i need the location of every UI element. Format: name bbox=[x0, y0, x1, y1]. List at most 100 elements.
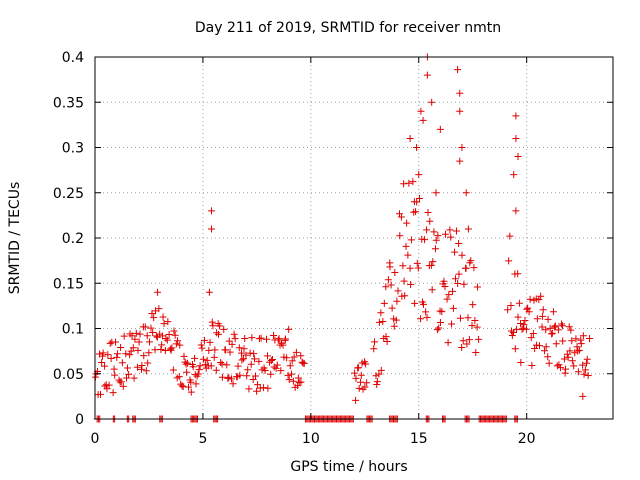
data-point bbox=[117, 343, 125, 351]
x-tick-label: 0 bbox=[91, 431, 100, 447]
data-point bbox=[521, 317, 529, 325]
data-point bbox=[436, 319, 444, 327]
data-point bbox=[545, 359, 553, 367]
y-tick-label: 0.15 bbox=[53, 276, 84, 292]
data-point bbox=[529, 330, 537, 338]
data-point bbox=[191, 354, 199, 362]
data-point bbox=[427, 261, 435, 269]
data-point bbox=[126, 351, 134, 359]
data-point bbox=[539, 306, 547, 314]
data-point bbox=[430, 228, 438, 236]
data-point bbox=[538, 323, 546, 331]
data-point bbox=[417, 315, 425, 323]
data-point bbox=[469, 301, 477, 309]
data-point bbox=[428, 286, 436, 294]
data-point bbox=[268, 355, 276, 363]
data-point bbox=[520, 321, 528, 329]
data-point bbox=[395, 210, 403, 218]
data-point bbox=[357, 371, 365, 379]
data-point bbox=[99, 349, 107, 357]
data-point bbox=[146, 338, 154, 346]
data-point bbox=[113, 353, 121, 361]
data-point bbox=[419, 300, 427, 308]
data-point bbox=[375, 318, 383, 326]
data-point bbox=[371, 338, 379, 346]
data-point bbox=[218, 373, 226, 381]
data-point bbox=[560, 355, 568, 363]
data-point bbox=[390, 322, 398, 330]
data-point bbox=[263, 335, 271, 343]
data-point bbox=[535, 296, 543, 304]
data-point bbox=[451, 248, 459, 256]
data-point bbox=[538, 312, 546, 320]
data-point bbox=[436, 307, 444, 315]
data-point bbox=[533, 315, 541, 323]
data-point bbox=[97, 390, 104, 398]
data-point bbox=[426, 217, 434, 225]
data-point bbox=[288, 370, 296, 378]
data-point bbox=[380, 299, 388, 307]
data-point bbox=[475, 335, 483, 343]
data-point bbox=[264, 352, 272, 360]
data-point bbox=[505, 257, 513, 265]
data-point bbox=[451, 275, 459, 283]
data-point bbox=[527, 334, 535, 342]
data-point bbox=[407, 236, 415, 244]
data-point bbox=[546, 324, 554, 332]
data-point bbox=[464, 225, 472, 233]
data-point bbox=[239, 355, 247, 363]
data-point bbox=[574, 347, 582, 355]
data-point bbox=[122, 374, 130, 382]
data-point bbox=[98, 358, 106, 366]
data-point bbox=[152, 332, 160, 340]
data-point bbox=[404, 251, 412, 259]
data-point bbox=[423, 71, 431, 79]
data-point bbox=[379, 317, 387, 325]
data-point bbox=[282, 335, 290, 343]
data-point bbox=[384, 276, 392, 284]
data-point bbox=[511, 345, 519, 353]
data-point bbox=[554, 326, 562, 334]
data-point bbox=[112, 338, 120, 346]
data-point bbox=[212, 366, 220, 374]
data-point bbox=[432, 189, 440, 197]
data-point bbox=[458, 251, 466, 259]
data-point bbox=[413, 144, 421, 151]
data-point bbox=[400, 180, 408, 188]
data-point bbox=[473, 323, 481, 331]
y-tick-label: 0.4 bbox=[62, 50, 84, 66]
data-point bbox=[179, 383, 187, 391]
data-point bbox=[397, 213, 405, 221]
data-point bbox=[423, 226, 431, 234]
data-point bbox=[406, 264, 414, 272]
data-point bbox=[557, 320, 565, 328]
data-point bbox=[438, 308, 446, 316]
data-point bbox=[182, 360, 190, 368]
data-point bbox=[514, 153, 522, 161]
data-point bbox=[284, 371, 292, 379]
data-point bbox=[111, 371, 119, 379]
data-point bbox=[187, 388, 195, 396]
data-point bbox=[211, 346, 219, 354]
data-point bbox=[555, 361, 563, 369]
data-point bbox=[208, 225, 216, 233]
data-point bbox=[373, 381, 381, 389]
data-point bbox=[101, 362, 109, 370]
data-point bbox=[412, 208, 420, 216]
data-point bbox=[531, 345, 539, 353]
data-point bbox=[209, 322, 217, 330]
data-point bbox=[229, 380, 237, 388]
data-point bbox=[422, 308, 430, 316]
data-point bbox=[542, 343, 550, 351]
data-point bbox=[261, 366, 269, 374]
data-point bbox=[512, 207, 520, 215]
data-point bbox=[131, 335, 139, 343]
data-point bbox=[238, 349, 246, 357]
data-point bbox=[300, 359, 308, 367]
data-point bbox=[125, 370, 133, 378]
data-point bbox=[470, 264, 478, 272]
data-point bbox=[148, 310, 156, 318]
data-point bbox=[154, 288, 162, 296]
data-point bbox=[246, 349, 254, 357]
data-point bbox=[292, 348, 300, 356]
